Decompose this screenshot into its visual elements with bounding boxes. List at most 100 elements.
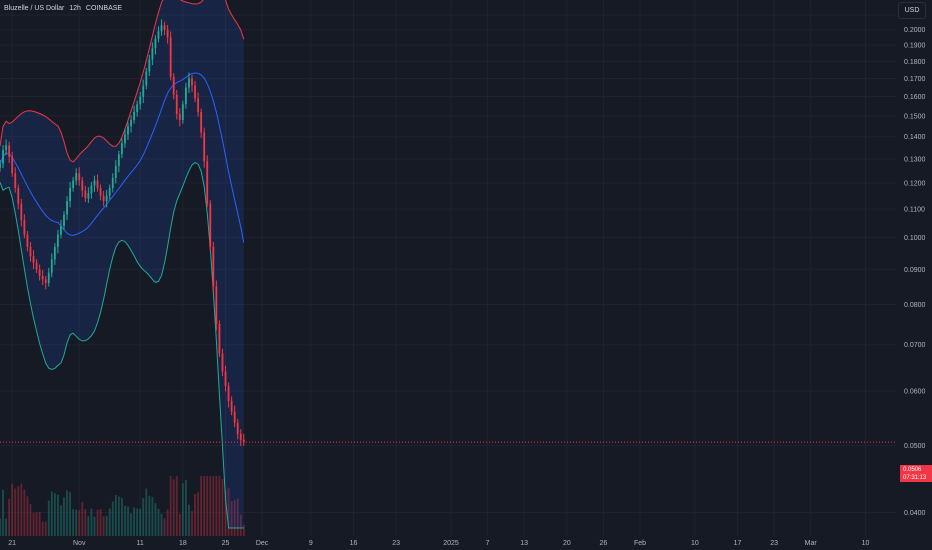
candle-body — [242, 439, 245, 443]
volume-bar — [200, 476, 203, 536]
candle-body — [41, 276, 44, 280]
volume-bar — [105, 516, 108, 536]
volume-bar — [239, 514, 242, 536]
candle-body — [78, 173, 81, 181]
candle-body — [130, 120, 132, 127]
candle-body — [26, 234, 29, 247]
candle-body — [166, 29, 169, 38]
candle-body — [75, 173, 78, 181]
volume-bar — [60, 505, 62, 536]
candle-body — [181, 104, 184, 121]
volume-bar — [17, 486, 20, 536]
volume-bar — [26, 496, 29, 536]
volume-bar — [99, 509, 102, 536]
candle-body — [5, 145, 8, 150]
candle-body — [236, 422, 239, 434]
candle-body — [96, 180, 99, 189]
time-tick-label: 18 — [179, 540, 187, 547]
candle-body — [2, 149, 4, 164]
volume-bar — [69, 492, 72, 536]
candle-body — [227, 385, 230, 402]
volume-bar — [41, 521, 44, 536]
candle-body — [63, 214, 65, 226]
candle-body — [44, 279, 47, 283]
volume-bar — [14, 488, 17, 536]
candle-body — [72, 180, 75, 189]
volume-bar — [163, 518, 166, 536]
price-tick-label: 0.1500 — [904, 114, 926, 121]
time-axis[interactable]: 21 Nov 11 18 25 Dec 9 16 23 2025 7 13 20 26 Feb 10 17 23 M… — [8, 540, 869, 547]
volume-bar — [203, 476, 206, 536]
volume-bar — [93, 516, 96, 536]
candle-body — [53, 246, 56, 260]
volume-bar — [111, 501, 114, 536]
volume-bar — [114, 495, 117, 536]
candle-body — [17, 188, 20, 204]
price-tick-label: 0.1200 — [904, 180, 926, 187]
candle-body — [29, 246, 32, 257]
candle-body — [133, 112, 136, 121]
time-tick-label: Feb — [634, 540, 646, 547]
candle-body — [11, 156, 14, 174]
volume-bar — [212, 476, 215, 536]
volume-bar — [90, 508, 93, 536]
volume-bar — [32, 512, 35, 536]
volume-bar — [145, 488, 148, 536]
price-tick-label: 0.1900 — [904, 43, 926, 50]
candle-body — [38, 269, 41, 277]
candle-body — [105, 195, 108, 202]
volume-bar — [169, 476, 172, 536]
time-tick-label: 20 — [563, 540, 571, 547]
volume-bar — [224, 489, 227, 536]
volume-bar — [184, 480, 187, 536]
price-tick-label: 0.1100 — [904, 207, 925, 214]
candle-body — [212, 246, 215, 287]
volume-bar — [236, 498, 239, 536]
candlesticks — [0, 19, 245, 447]
candle-body — [157, 31, 160, 39]
price-tick-label: 0.1000 — [904, 235, 926, 242]
candle-body — [233, 411, 236, 423]
price-tick-label: 0.0500 — [904, 443, 926, 450]
candle-body — [178, 114, 181, 121]
candle-body — [20, 203, 23, 221]
candle-body — [50, 259, 53, 273]
candle-body — [32, 256, 35, 263]
price-tick-label: 0.1400 — [904, 134, 926, 141]
last-price-badge: 0.0506 07:31:13 — [900, 465, 932, 482]
volume-bar — [38, 512, 41, 536]
candle-body — [47, 272, 50, 283]
candle-body — [23, 220, 26, 235]
volume-bar — [124, 505, 126, 536]
volume-bar — [209, 476, 212, 536]
candle-body — [230, 401, 233, 412]
candle-body — [194, 85, 196, 99]
time-tick-label: 2025 — [443, 540, 459, 547]
candle-body — [117, 154, 120, 166]
volume-bar — [53, 493, 56, 536]
bollinger-bands — [0, 0, 245, 529]
price-tick-label: 0.1700 — [904, 76, 926, 83]
price-tick-label: 0.1600 — [904, 94, 926, 101]
volume-bar — [44, 521, 47, 536]
candle-body — [35, 262, 38, 270]
volume-bar — [227, 487, 230, 536]
candle-body — [169, 37, 172, 77]
volume-bar — [5, 518, 8, 536]
candle-body — [172, 76, 175, 95]
volume-bar — [75, 509, 78, 536]
candle-body — [154, 38, 157, 49]
currency-button[interactable]: USD — [898, 2, 926, 19]
time-tick-label: 9 — [309, 540, 313, 547]
volume-bar — [160, 513, 163, 536]
last-price-value: 0.0506 — [903, 466, 922, 473]
volume-bar — [87, 516, 90, 536]
volume-bar — [2, 489, 4, 536]
volume-bar — [233, 499, 236, 536]
volume-bar — [194, 494, 196, 536]
candle-body — [151, 48, 154, 60]
volume-bar — [172, 479, 175, 536]
price-tick-label: 0.0700 — [904, 342, 926, 349]
time-tick-label: Dec — [256, 540, 269, 547]
